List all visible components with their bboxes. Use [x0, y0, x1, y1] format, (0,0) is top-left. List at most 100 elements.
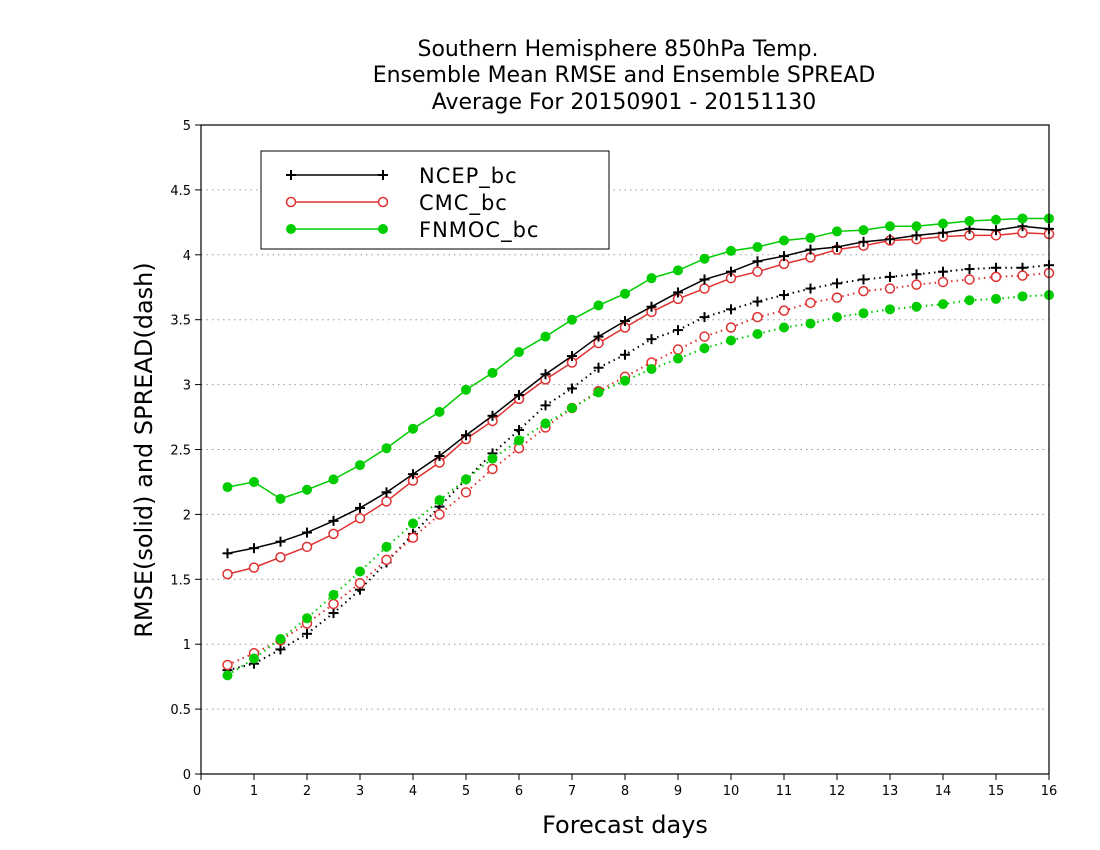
x-tick-label: 15 — [988, 784, 1005, 799]
data-point — [461, 474, 471, 485]
data-point — [752, 328, 763, 339]
data-point — [752, 296, 763, 307]
data-point — [328, 598, 339, 610]
data-point — [487, 463, 498, 475]
data-point — [646, 334, 657, 345]
data-point — [328, 515, 339, 526]
data-point — [699, 274, 710, 285]
data-point — [646, 273, 657, 284]
data-point — [646, 364, 657, 375]
data-point — [778, 305, 790, 316]
data-point — [540, 369, 551, 380]
data-point — [911, 221, 922, 232]
legend-label: FNMOC_bc — [419, 218, 539, 243]
data-point — [805, 244, 816, 255]
data-point — [779, 235, 789, 246]
data-point — [726, 266, 736, 277]
data-point — [938, 299, 948, 310]
legend-marker — [285, 196, 297, 208]
data-point — [964, 216, 975, 227]
data-point — [249, 476, 259, 487]
data-point — [672, 344, 684, 355]
data-point — [354, 513, 366, 524]
data-point — [567, 351, 577, 362]
data-point — [355, 460, 365, 471]
y-tick-label: 3 — [183, 379, 191, 394]
x-tick-label: 1 — [250, 784, 258, 799]
y-tick-label: 1 — [183, 638, 191, 653]
x-tick-label: 4 — [409, 784, 417, 799]
data-point — [514, 389, 524, 400]
data-point — [408, 423, 418, 434]
data-point — [540, 331, 551, 342]
data-point — [487, 367, 498, 378]
data-point — [805, 232, 816, 243]
data-point — [620, 315, 630, 326]
data-point — [620, 349, 630, 360]
data-point — [381, 487, 392, 498]
data-point — [381, 443, 392, 454]
data-point — [805, 297, 816, 309]
data-point — [302, 527, 312, 538]
data-point — [593, 362, 604, 373]
data-point — [328, 608, 339, 619]
data-point — [911, 301, 922, 312]
data-point — [699, 283, 710, 294]
data-point — [752, 311, 763, 323]
x-axis-label: Forecast days — [542, 811, 708, 839]
data-point — [991, 214, 1001, 225]
title-line-2: Ensemble Mean RMSE and Ensemble SPREAD — [373, 63, 876, 88]
data-point — [885, 234, 895, 245]
data-point — [275, 644, 286, 655]
data-point — [884, 283, 896, 294]
data-point — [460, 487, 472, 498]
data-point — [673, 325, 683, 336]
data-point — [222, 659, 233, 671]
data-point — [514, 425, 524, 436]
data-point — [911, 279, 922, 290]
y-tick-label: 0.5 — [170, 703, 191, 718]
data-point — [434, 495, 445, 506]
data-point — [328, 589, 339, 600]
data-point — [514, 347, 524, 358]
y-axis-label: RMSE(solid) and SPREAD(dash) — [130, 262, 158, 638]
data-point — [858, 308, 869, 319]
data-point — [593, 387, 604, 398]
data-point — [726, 245, 736, 256]
y-tick-label: 1.5 — [170, 573, 191, 588]
data-point — [540, 418, 551, 429]
data-point — [302, 613, 312, 624]
legend-marker — [378, 170, 388, 180]
data-point — [832, 312, 842, 323]
title-line-3: Average For 20150901 - 20151130 — [432, 90, 817, 115]
data-point — [487, 410, 498, 421]
data-point — [938, 218, 948, 229]
x-tick-label: 9 — [674, 784, 682, 799]
data-point — [302, 628, 312, 639]
data-point — [885, 271, 895, 282]
data-point — [381, 554, 392, 566]
data-point — [355, 566, 365, 577]
data-point — [991, 262, 1001, 273]
data-point — [1017, 270, 1028, 281]
series-line — [227, 217, 1049, 500]
data-point — [858, 225, 869, 236]
data-point — [461, 384, 471, 395]
data-point — [434, 406, 445, 417]
legend-box — [260, 150, 610, 250]
data-point — [222, 670, 233, 681]
data-point — [567, 402, 577, 413]
data-point — [248, 562, 260, 573]
data-point — [991, 225, 1001, 236]
legend-marker — [377, 196, 389, 208]
data-point — [381, 496, 392, 507]
data-point — [620, 288, 630, 299]
data-point — [699, 343, 710, 354]
series-2 — [222, 213, 1054, 504]
data-point — [699, 331, 710, 342]
series-line — [227, 225, 1050, 555]
data-point — [779, 251, 789, 262]
data-point — [328, 474, 339, 485]
series-1 — [222, 227, 1055, 580]
